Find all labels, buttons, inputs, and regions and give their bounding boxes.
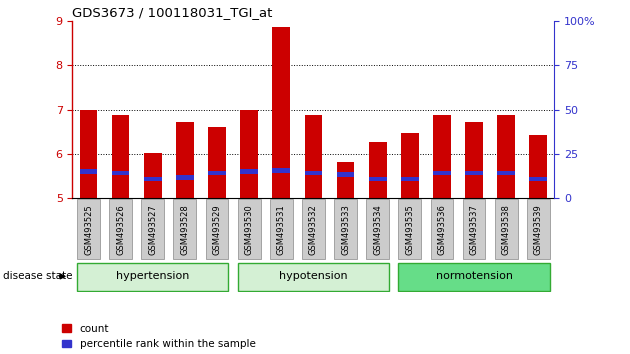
Bar bbox=[112, 115, 130, 198]
Bar bbox=[465, 122, 483, 198]
FancyBboxPatch shape bbox=[302, 200, 325, 259]
Bar bbox=[369, 142, 387, 198]
FancyBboxPatch shape bbox=[334, 200, 357, 259]
Text: GSM493536: GSM493536 bbox=[437, 204, 447, 255]
FancyBboxPatch shape bbox=[495, 200, 518, 259]
Text: hypotension: hypotension bbox=[279, 272, 348, 281]
FancyBboxPatch shape bbox=[205, 200, 229, 259]
Text: GSM493535: GSM493535 bbox=[405, 204, 415, 255]
Text: GSM493528: GSM493528 bbox=[180, 204, 190, 255]
Bar bbox=[144, 177, 162, 181]
Bar bbox=[369, 177, 387, 181]
FancyBboxPatch shape bbox=[141, 200, 164, 259]
Bar bbox=[176, 175, 194, 180]
Bar bbox=[144, 153, 162, 198]
Text: GSM493533: GSM493533 bbox=[341, 204, 350, 255]
Bar bbox=[336, 172, 355, 177]
Bar bbox=[529, 136, 547, 198]
Bar bbox=[497, 115, 515, 198]
Text: GSM493532: GSM493532 bbox=[309, 204, 318, 255]
Bar bbox=[401, 133, 419, 198]
FancyBboxPatch shape bbox=[398, 200, 421, 259]
Text: disease state: disease state bbox=[3, 272, 72, 281]
Bar bbox=[240, 110, 258, 198]
FancyBboxPatch shape bbox=[527, 200, 550, 259]
FancyBboxPatch shape bbox=[366, 200, 389, 259]
Bar bbox=[208, 127, 226, 198]
FancyBboxPatch shape bbox=[109, 200, 132, 259]
Text: GSM493534: GSM493534 bbox=[373, 204, 382, 255]
Bar bbox=[304, 115, 323, 198]
Text: GSM493531: GSM493531 bbox=[277, 204, 286, 255]
FancyBboxPatch shape bbox=[238, 263, 389, 291]
Text: normotension: normotension bbox=[435, 272, 513, 281]
FancyBboxPatch shape bbox=[238, 200, 261, 259]
Text: GSM493527: GSM493527 bbox=[148, 204, 158, 255]
Bar bbox=[497, 171, 515, 175]
Text: GSM493529: GSM493529 bbox=[212, 204, 222, 255]
Bar bbox=[176, 122, 194, 198]
FancyBboxPatch shape bbox=[398, 263, 550, 291]
Bar bbox=[433, 115, 451, 198]
Bar bbox=[272, 168, 290, 173]
Bar bbox=[240, 169, 258, 174]
Bar bbox=[465, 171, 483, 175]
Bar bbox=[79, 110, 98, 198]
Text: GSM493537: GSM493537 bbox=[469, 204, 479, 255]
FancyBboxPatch shape bbox=[462, 200, 486, 259]
Text: GDS3673 / 100118031_TGI_at: GDS3673 / 100118031_TGI_at bbox=[72, 6, 273, 19]
Text: GSM493538: GSM493538 bbox=[501, 204, 511, 255]
Text: GSM493525: GSM493525 bbox=[84, 204, 93, 255]
Legend: count, percentile rank within the sample: count, percentile rank within the sample bbox=[62, 324, 256, 349]
Text: GSM493530: GSM493530 bbox=[244, 204, 254, 255]
Bar bbox=[79, 169, 98, 174]
Bar bbox=[433, 171, 451, 175]
Bar bbox=[529, 177, 547, 181]
FancyBboxPatch shape bbox=[77, 263, 229, 291]
Bar bbox=[272, 27, 290, 198]
Text: GSM493539: GSM493539 bbox=[534, 204, 543, 255]
Bar bbox=[208, 171, 226, 175]
Bar bbox=[112, 171, 130, 175]
FancyBboxPatch shape bbox=[270, 200, 293, 259]
Text: hypertension: hypertension bbox=[116, 272, 190, 281]
FancyBboxPatch shape bbox=[173, 200, 197, 259]
FancyBboxPatch shape bbox=[430, 200, 454, 259]
Text: GSM493526: GSM493526 bbox=[116, 204, 125, 255]
Bar bbox=[336, 162, 355, 198]
FancyBboxPatch shape bbox=[77, 200, 100, 259]
Bar bbox=[401, 177, 419, 181]
Bar bbox=[304, 171, 323, 175]
